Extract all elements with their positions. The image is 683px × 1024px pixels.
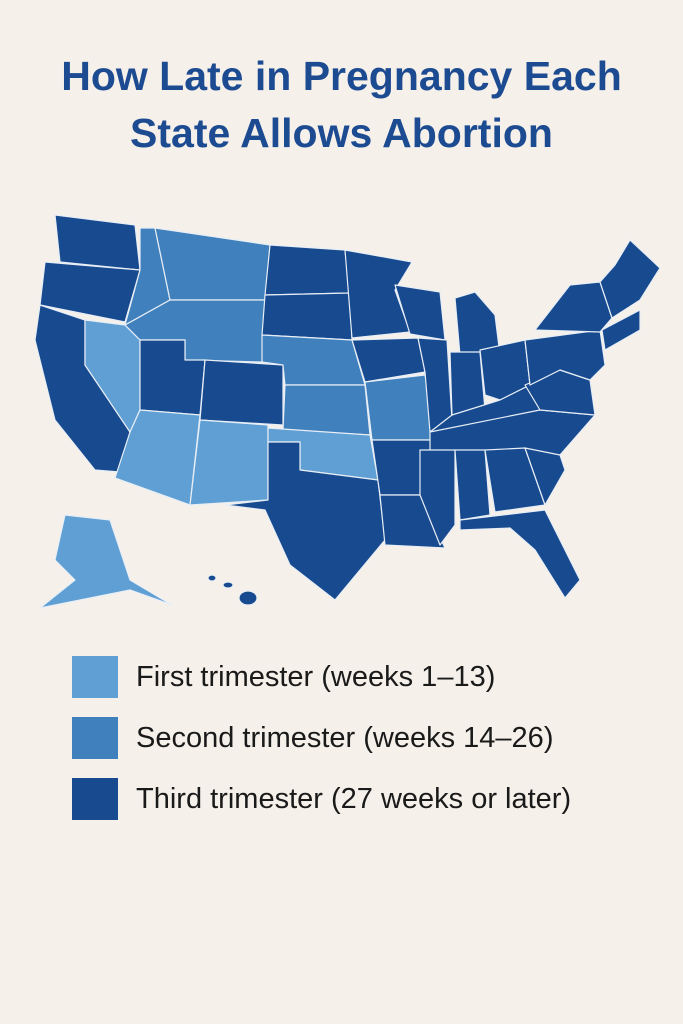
legend-label: Third trimester (27 weeks or later) <box>136 782 572 815</box>
state <box>379 494 446 549</box>
legend-label: Second trimester (weeks 14–26) <box>136 721 554 754</box>
state <box>224 441 386 601</box>
state <box>534 281 613 333</box>
legend-item: First trimester (weeks 1–13) <box>72 656 495 698</box>
legend-swatch <box>72 778 118 820</box>
states <box>34 214 661 609</box>
state <box>282 384 371 436</box>
legend-swatch <box>72 656 118 698</box>
state <box>222 581 234 589</box>
state <box>154 227 271 301</box>
state <box>351 337 426 383</box>
state <box>207 574 217 582</box>
state <box>459 509 581 599</box>
state <box>199 359 284 426</box>
state <box>601 309 641 351</box>
state <box>419 449 456 546</box>
state <box>454 449 491 521</box>
legend-item: Third trimester (27 weeks or later) <box>72 778 571 820</box>
state <box>54 214 141 271</box>
title: How Late in Pregnancy Each State Allows … <box>61 53 622 156</box>
state <box>524 447 566 506</box>
legend-label: First trimester (weeks 1–13) <box>136 660 496 693</box>
state <box>454 291 501 356</box>
state <box>238 590 258 606</box>
state <box>429 409 596 456</box>
state <box>114 409 201 506</box>
state <box>39 261 141 323</box>
state <box>189 419 269 506</box>
state <box>264 244 351 296</box>
state <box>261 292 353 341</box>
legend-swatch <box>72 717 118 759</box>
state <box>599 239 661 319</box>
legend-item: Second trimester (weeks 14–26) <box>72 717 553 759</box>
us-map <box>34 214 661 609</box>
state <box>39 514 173 609</box>
state <box>449 351 486 416</box>
